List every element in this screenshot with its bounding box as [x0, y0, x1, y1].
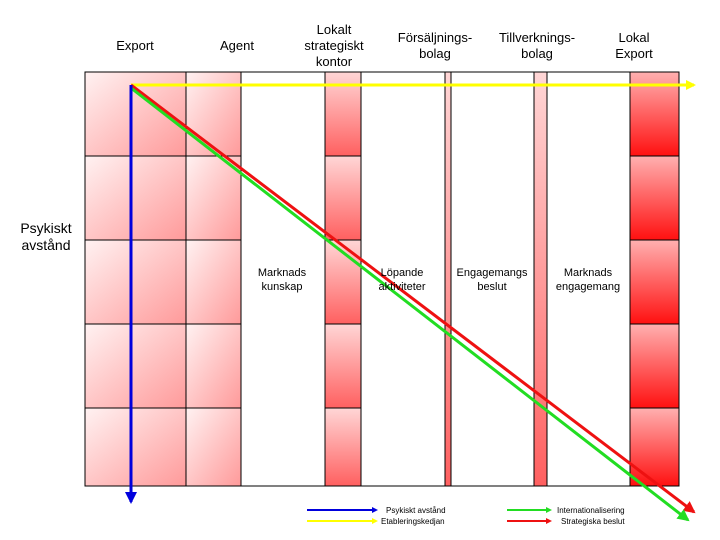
- column-tillverkning-band: [534, 72, 547, 486]
- legend-label-psykiskt: Psykiskt avstånd: [386, 506, 446, 515]
- strategiska-beslut-arrow: [130, 83, 696, 514]
- grid-lines: [84, 71, 680, 487]
- lopande-aktiviteter-label: Löpande aktiviteter: [378, 267, 426, 293]
- column-header-tillverkningsbolag: Tillverknings- bolag: [498, 30, 576, 61]
- column-header-lokal-export: Lokal Export: [615, 30, 653, 61]
- column-header-export: Export: [116, 38, 154, 53]
- column-kontor-band: [325, 72, 361, 486]
- internationalisering-arrow: [130, 86, 690, 522]
- column-lokal-export-band: [630, 72, 679, 486]
- column-header-forsaljningsbolag: Försäljnings- bolag: [397, 30, 473, 61]
- engagemangsbeslut-label: Engagemangs beslut: [456, 267, 528, 293]
- legend-lines: [307, 507, 552, 524]
- column-forsaljning-band: [445, 72, 451, 486]
- column-export-cells: [85, 72, 186, 486]
- marknadskunskap-label: Marknads kunskap: [257, 267, 307, 293]
- column-header-agent: Agent: [220, 38, 254, 53]
- column-agent-cells: [186, 72, 241, 486]
- marknadsengagemang-label: Marknads engagemang: [555, 267, 621, 293]
- psykiskt-avstand-label: Psykiskt avstånd: [20, 220, 72, 253]
- legend-label-etablering: Etableringskedjan: [381, 517, 445, 526]
- legend-label-strategiska: Strategiska beslut: [561, 517, 625, 526]
- column-header-kontor: Lokalt strategiskt kontor: [304, 22, 364, 69]
- legend-label-internationalisering: Internationalisering: [557, 506, 625, 515]
